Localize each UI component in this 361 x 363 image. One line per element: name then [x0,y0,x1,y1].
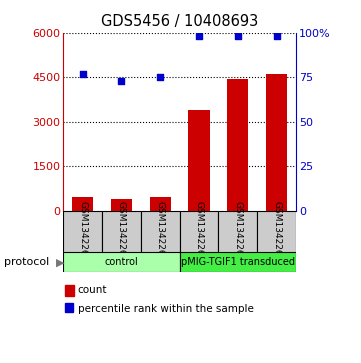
Bar [266,74,287,211]
Point [196,33,202,39]
Text: GSM1342264: GSM1342264 [78,201,87,261]
Point [157,74,163,80]
Bar [257,211,296,252]
Text: percentile rank within the sample: percentile rank within the sample [78,303,253,314]
Bar [149,197,171,211]
Point [80,71,86,77]
Text: GSM1342266: GSM1342266 [156,201,165,262]
Bar [180,211,218,252]
Point [118,78,124,83]
Text: GSM1342265: GSM1342265 [117,201,126,262]
Text: control: control [105,257,138,267]
Text: ▶: ▶ [56,257,65,267]
Text: pMIG-TGIF1 transduced: pMIG-TGIF1 transduced [181,257,295,267]
Bar [111,199,132,211]
Text: GSM1342269: GSM1342269 [272,201,281,262]
Point [235,33,241,39]
Point [274,33,279,39]
Bar [63,211,102,252]
Bar [227,79,248,211]
Bar [102,211,141,252]
Bar [218,211,257,252]
Text: GSM1342268: GSM1342268 [233,201,242,262]
Title: GDS5456 / 10408693: GDS5456 / 10408693 [101,14,258,29]
Text: protocol: protocol [4,257,49,267]
Text: GSM1342267: GSM1342267 [195,201,204,262]
Text: count: count [78,285,107,295]
Bar [180,252,296,272]
Bar [141,211,180,252]
Bar [63,252,180,272]
Bar [72,197,93,211]
Bar [188,110,210,211]
